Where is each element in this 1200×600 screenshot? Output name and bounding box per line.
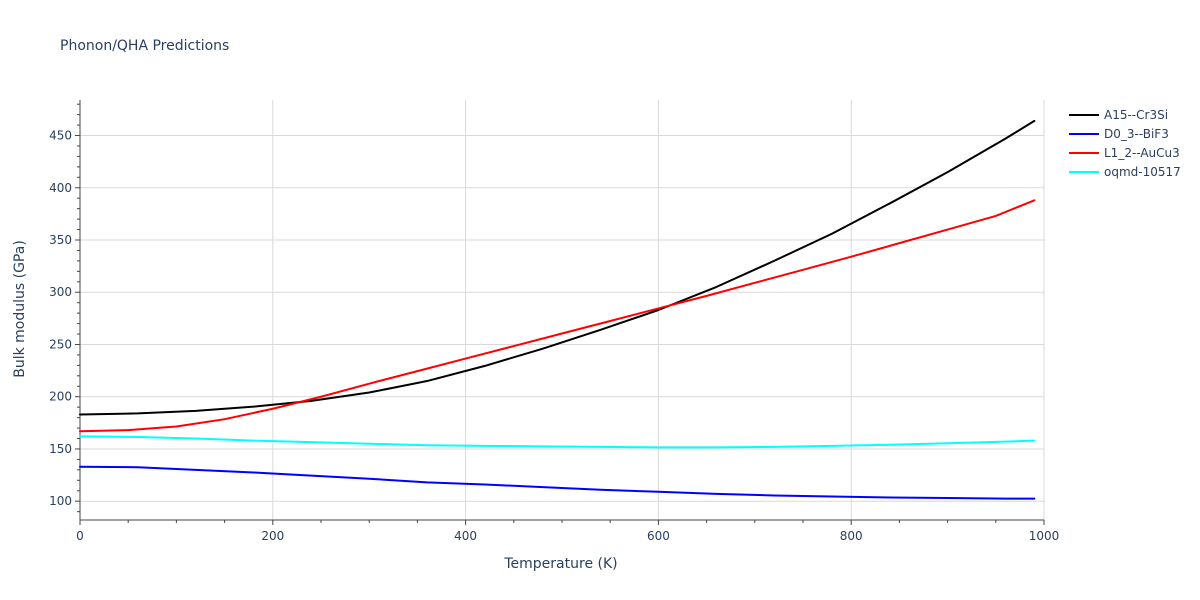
- y-tick-label: 450: [49, 129, 72, 143]
- legend-item[interactable]: A15--Cr3Si: [1069, 108, 1168, 122]
- x-tick-label: 400: [454, 529, 477, 543]
- y-tick-label: 100: [49, 494, 72, 508]
- x-tick-label: 800: [840, 529, 863, 543]
- plot-area: [79, 119, 1036, 500]
- tick-labels: 0 200 400 600 800 1000 100 150 200 250 300 350 400 45…: [49, 129, 1059, 543]
- x-tick-label: 0: [76, 529, 84, 543]
- legend-item[interactable]: oqmd-10517: [1069, 165, 1181, 179]
- legend-label: A15--Cr3Si: [1104, 108, 1168, 122]
- legend[interactable]: A15--Cr3Si D0_3--BiF3 L1_2--AuCu3 oqmd-1051…: [1069, 108, 1181, 179]
- y-tick-label: 200: [49, 390, 72, 404]
- y-tick-label: 300: [49, 285, 72, 299]
- series-line-l1-2-aucu3[interactable]: [79, 199, 1036, 433]
- legend-label: oqmd-10517: [1104, 165, 1181, 179]
- legend-label: L1_2--AuCu3: [1104, 146, 1180, 160]
- legend-item[interactable]: L1_2--AuCu3: [1069, 146, 1180, 160]
- chart-title: Phonon/QHA Predictions: [60, 38, 229, 54]
- series-line-oqmd-10517[interactable]: [79, 435, 1036, 449]
- series-line-d0-3-bif3[interactable]: [79, 465, 1036, 500]
- legend-label: D0_3--BiF3: [1104, 127, 1169, 141]
- y-tick-label: 150: [49, 442, 72, 456]
- x-axis-title: Temperature (K): [503, 556, 617, 572]
- y-tick-label: 400: [49, 181, 72, 195]
- series-line-a15-cr3si[interactable]: [79, 119, 1036, 416]
- x-tick-label: 600: [647, 529, 670, 543]
- y-tick-label: 350: [49, 233, 72, 247]
- x-tick-label: 200: [261, 529, 284, 543]
- y-tick-label: 250: [49, 337, 72, 351]
- x-tick-label: 1000: [1029, 529, 1060, 543]
- legend-item[interactable]: D0_3--BiF3: [1069, 127, 1169, 141]
- axes: [75, 100, 1045, 525]
- grid: [80, 100, 1045, 520]
- y-axis-title: Bulk modulus (GPa): [12, 240, 28, 378]
